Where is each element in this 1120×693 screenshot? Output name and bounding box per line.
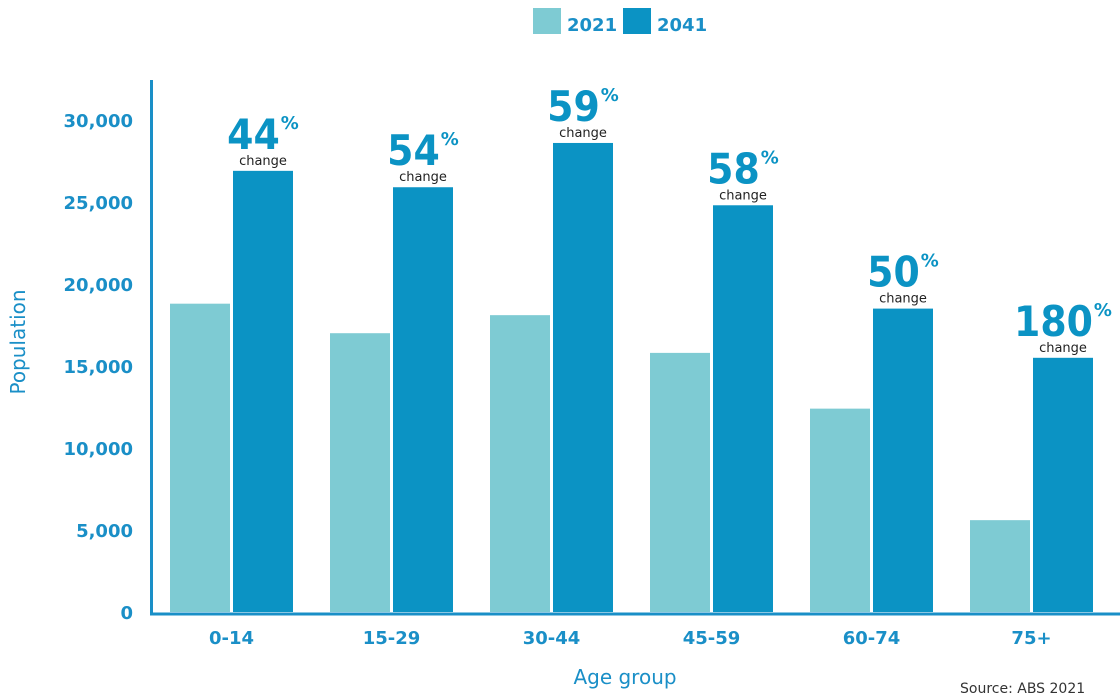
bar-2021-45-59 [650,352,710,612]
change-note: change [559,126,607,141]
y-tick-label: 10,000 [64,439,133,460]
legend-label-2021: 2021 [567,15,617,36]
y-axis-title: Population [6,289,30,394]
percent-sign: % [921,251,939,272]
percent-sign: % [1094,300,1112,321]
y-tick-label: 30,000 [64,111,133,132]
change-note: change [879,292,927,307]
change-percent: 59 [547,82,600,131]
y-tick-label: 20,000 [64,275,133,296]
x-axis-ticks: 0-14 15-29 30-44 45-59 60-74 75+ [209,628,1052,649]
bar-2041-60-74 [873,308,933,612]
change-percent: 58 [707,144,760,193]
change-note: change [399,170,447,185]
legend: 2021 2041 [533,8,707,36]
bar-2041-0-14 [233,170,293,612]
change-percent: 44 [227,110,280,159]
bars [170,142,1093,613]
bar-2041-30-44 [553,142,613,612]
percent-sign: % [441,129,459,150]
bar-2041-45-59 [713,205,773,612]
y-tick-label: 25,000 [64,193,133,214]
percent-sign: % [281,113,299,134]
y-axis-ticks: 0 5,000 10,000 15,000 20,000 25,000 30,000 [64,111,133,624]
x-tick-label: 45-59 [683,628,741,649]
change-percent: 54 [387,126,440,175]
bar-2021-30-44 [490,315,550,612]
legend-label-2041: 2041 [657,15,707,36]
change-note: change [1039,341,1087,356]
bar-2041-15-29 [393,187,453,613]
y-tick-label: 15,000 [64,357,133,378]
bar-2021-60-74 [810,408,870,612]
bar-2021-75+ [970,520,1030,612]
y-tick-label: 5,000 [76,521,133,542]
change-note: change [239,154,287,169]
x-tick-label: 60-74 [843,628,901,649]
bar-2021-0-14 [170,303,230,612]
x-tick-label: 0-14 [209,628,254,649]
x-tick-label: 30-44 [523,628,581,649]
x-axis-title: Age group [573,665,676,689]
x-tick-label: 15-29 [363,628,421,649]
bar-2041-75+ [1033,357,1093,612]
change-percent: 50 [867,248,920,297]
source-note: Source: ABS 2021 [960,681,1085,693]
legend-swatch-2041 [623,8,651,34]
legend-swatch-2021 [533,8,561,34]
percent-sign: % [761,147,779,168]
change-percent: 180 [1014,297,1093,346]
bar-2021-15-29 [330,333,390,612]
y-tick-label: 0 [120,603,133,624]
x-tick-label: 75+ [1011,628,1051,649]
change-note: change [719,188,767,203]
percent-sign: % [601,85,619,106]
